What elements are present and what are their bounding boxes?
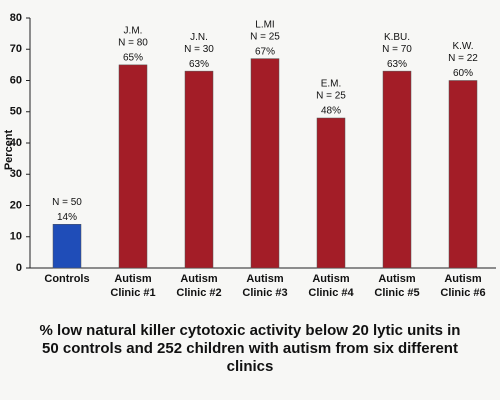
clinic-code: J.N. bbox=[190, 32, 208, 43]
clinic-code: K.BU. bbox=[384, 32, 410, 43]
y-tick-label: 20 bbox=[10, 199, 22, 211]
bar bbox=[448, 80, 478, 269]
bar bbox=[382, 70, 412, 269]
bar bbox=[118, 64, 148, 269]
y-axis-label: Percent bbox=[3, 129, 15, 170]
value-label: 48% bbox=[321, 106, 341, 117]
y-tick-label: 40 bbox=[10, 137, 22, 149]
x-tick-label: Autism Clinic #1 bbox=[110, 273, 156, 299]
value-label: 63% bbox=[189, 59, 209, 70]
clinic-code: J.M. bbox=[124, 26, 143, 37]
y-tick-label: 10 bbox=[10, 231, 22, 243]
y-tick-label: 70 bbox=[10, 43, 22, 55]
y-tick-label: 0 bbox=[16, 262, 22, 274]
value-label: 14% bbox=[57, 212, 77, 223]
x-tick-label: Autism Clinic #5 bbox=[374, 273, 420, 299]
bar bbox=[184, 70, 214, 269]
y-tick-label: 80 bbox=[10, 12, 22, 24]
y-tick-label: 30 bbox=[10, 168, 22, 180]
clinic-code: K.W. bbox=[452, 41, 473, 52]
sample-size: N = 22 bbox=[448, 53, 478, 64]
y-tick-label: 50 bbox=[10, 106, 22, 118]
value-label: 60% bbox=[453, 68, 473, 79]
sample-size: N = 80 bbox=[118, 38, 148, 49]
clinic-code: E.M. bbox=[321, 79, 342, 90]
chart-title: % low natural killer cytotoxic activity … bbox=[39, 322, 461, 375]
y-tick-label: 60 bbox=[10, 74, 22, 86]
value-label: 63% bbox=[387, 59, 407, 70]
value-label: 67% bbox=[255, 46, 275, 57]
x-tick-label: Autism Clinic #2 bbox=[176, 273, 222, 299]
bar bbox=[52, 224, 82, 269]
sample-size: N = 50 bbox=[52, 197, 82, 208]
sample-size: N = 25 bbox=[316, 91, 346, 102]
x-tick-label: Controls bbox=[44, 273, 90, 285]
clinic-code: L.MI bbox=[255, 19, 274, 30]
x-tick-label: Autism Clinic #4 bbox=[308, 273, 354, 299]
bar bbox=[250, 58, 280, 269]
x-tick-label: Autism Clinic #3 bbox=[242, 273, 288, 299]
x-tick-label: Autism Clinic #6 bbox=[440, 273, 486, 299]
value-label: 65% bbox=[123, 53, 143, 64]
sample-size: N = 70 bbox=[382, 44, 412, 55]
sample-size: N = 25 bbox=[250, 31, 280, 42]
bar bbox=[316, 117, 346, 269]
sample-size: N = 30 bbox=[184, 44, 214, 55]
